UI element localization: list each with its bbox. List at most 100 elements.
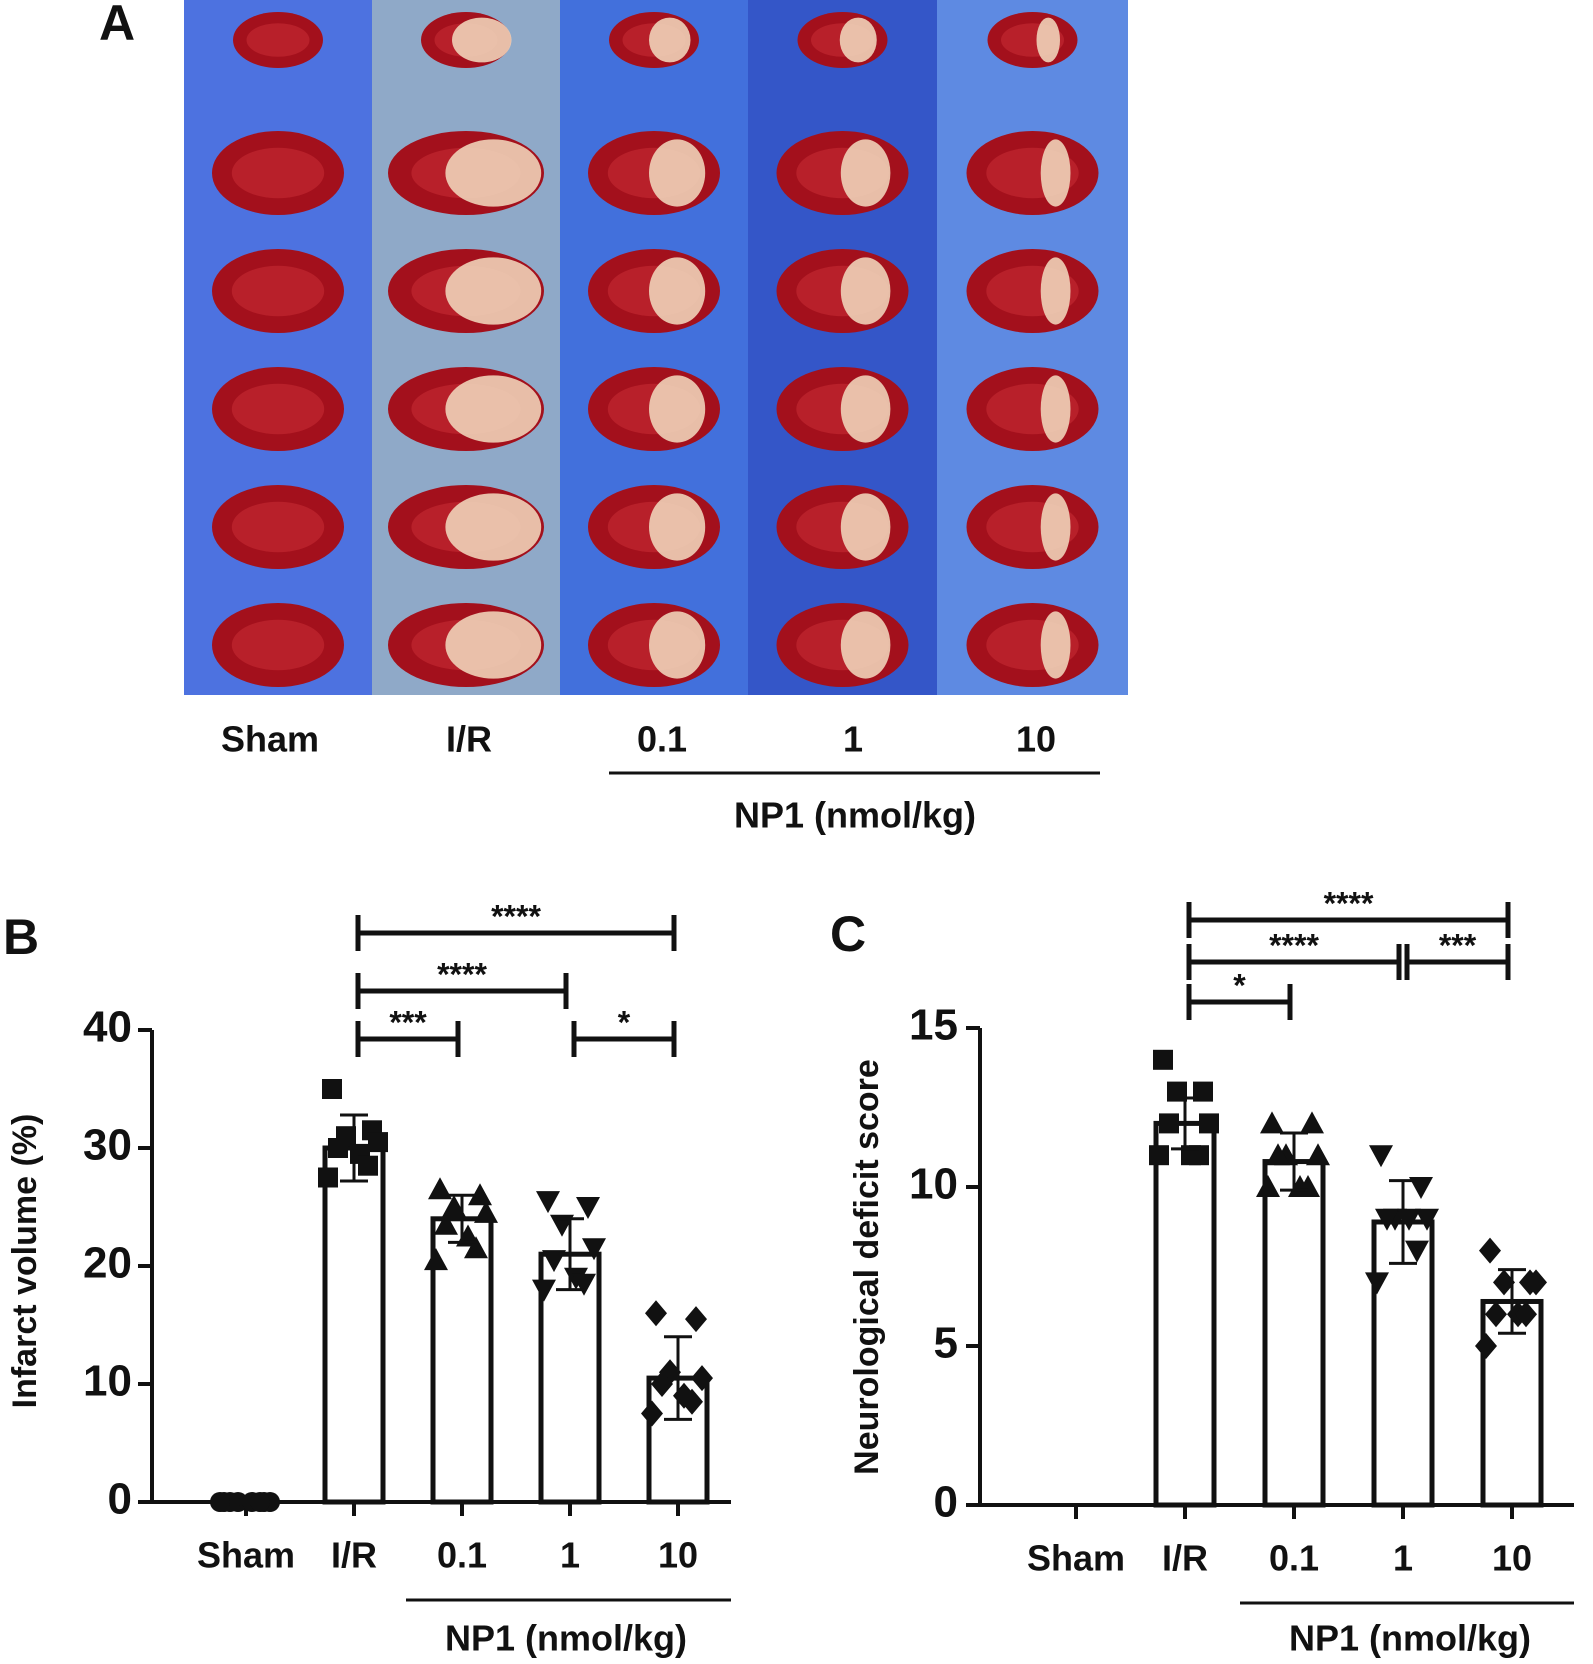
photo-column (748, 0, 937, 695)
data-point (1375, 1208, 1399, 1231)
data-point (1485, 1301, 1507, 1328)
infarct (840, 375, 891, 443)
data-point (651, 1371, 673, 1397)
significance-bracket (1186, 984, 1293, 1020)
group-title: NP1 (nmol/kg) (1289, 1618, 1531, 1659)
data-point (641, 1400, 663, 1427)
brain-slice-core (231, 383, 325, 435)
data-point (1300, 1111, 1324, 1134)
x-tick-label: 10 (1492, 1538, 1532, 1579)
significance-bracket (355, 915, 677, 951)
y-tick-label: 10 (83, 1357, 132, 1406)
data-point (428, 1177, 452, 1200)
significance-label: * (618, 1004, 631, 1040)
significance-bracket (355, 973, 569, 1009)
data-point (532, 1279, 556, 1302)
infarct (445, 611, 542, 679)
data-point (1149, 1145, 1169, 1166)
data-point (536, 1191, 560, 1214)
group-title: NP1 (nmol/kg) (734, 795, 976, 836)
data-point (685, 1306, 707, 1333)
y-axis-label: Infarct volume (%) (6, 1114, 44, 1409)
x-tick-label: Sham (1027, 1538, 1125, 1579)
significance-label: * (1233, 967, 1246, 1003)
infarct (452, 17, 512, 63)
panel-label: A (99, 0, 135, 51)
infarct (1040, 375, 1071, 443)
y-tick-label: 30 (83, 1121, 132, 1170)
infarct (649, 611, 706, 679)
x-tick-label: Sham (197, 1535, 295, 1576)
data-point (1525, 1269, 1547, 1296)
significance-bracket (1404, 944, 1511, 980)
y-tick-label: 20 (83, 1239, 132, 1288)
significance-label: **** (1269, 927, 1319, 963)
data-point (1493, 1269, 1515, 1296)
data-point (1306, 1143, 1330, 1166)
infarct (649, 257, 706, 325)
infarct (649, 17, 691, 63)
data-point (368, 1132, 388, 1153)
significance-label: **** (1324, 885, 1374, 921)
significance-label: *** (389, 1004, 427, 1040)
significance-bracket (355, 1021, 461, 1057)
data-point (358, 1155, 378, 1176)
data-point (1405, 1240, 1429, 1263)
data-point (1159, 1113, 1179, 1134)
group-label: I/R (446, 719, 492, 760)
significance-label: **** (491, 898, 541, 934)
data-point (468, 1183, 492, 1206)
significance-bracket (1186, 902, 1511, 938)
significance-bracket (571, 1021, 677, 1057)
infarct (1040, 139, 1071, 207)
infarct (840, 493, 891, 561)
photo-column (372, 0, 560, 695)
infarct (649, 493, 706, 561)
data-point (1409, 1177, 1433, 1199)
x-tick-label: 0.1 (437, 1535, 487, 1576)
bar (538, 1251, 602, 1505)
panel-label: B (3, 909, 39, 965)
error-bar (556, 1217, 584, 1292)
bar (1153, 1120, 1217, 1508)
data-point (681, 1388, 703, 1415)
infarct (649, 375, 706, 443)
brain-slice-core (231, 147, 325, 199)
infarct (840, 611, 891, 679)
data-point (1153, 1049, 1173, 1070)
data-point (1260, 1111, 1284, 1134)
error-bar (340, 1113, 368, 1183)
data-point (582, 1238, 606, 1261)
bar (1262, 1159, 1326, 1508)
infarct (445, 375, 542, 443)
data-point (464, 1236, 488, 1259)
significance-bracket (1186, 944, 1402, 980)
infarct (445, 493, 542, 561)
infarct (649, 139, 706, 207)
data-point (434, 1212, 458, 1235)
data-point (1515, 1301, 1537, 1328)
data-point (691, 1365, 713, 1392)
group-label: 1 (843, 719, 863, 760)
x-tick-label: 0.1 (1269, 1538, 1319, 1579)
data-point (1475, 1333, 1497, 1359)
y-axis-label: Neurological deficit score (848, 1059, 886, 1475)
photo-column (560, 0, 748, 695)
error-bar (1498, 1268, 1526, 1335)
data-point (474, 1200, 498, 1223)
bar (430, 1216, 494, 1505)
infarct (445, 257, 542, 325)
group-title: NP1 (nmol/kg) (445, 1618, 687, 1659)
x-tick-label: I/R (1162, 1538, 1208, 1579)
data-point (328, 1138, 348, 1158)
infarct (445, 139, 542, 207)
data-point (318, 1167, 338, 1188)
data-point (1479, 1237, 1501, 1264)
data-point (210, 1492, 230, 1512)
data-point (424, 1248, 448, 1271)
infarct (840, 139, 891, 207)
data-point (542, 1250, 566, 1273)
data-point (645, 1300, 667, 1327)
brain-slices-photo (184, 0, 1128, 695)
